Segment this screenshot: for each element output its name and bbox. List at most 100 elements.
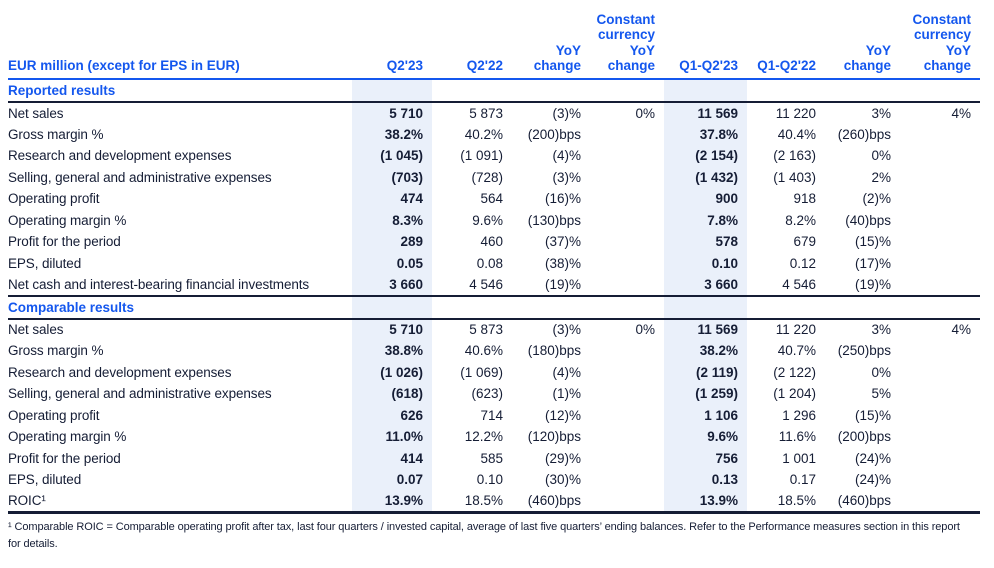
value-cell bbox=[590, 145, 664, 167]
financial-results-page: EUR million (except for EPS in EUR) Q2'2… bbox=[8, 10, 980, 550]
value-cell: (15)% bbox=[854, 407, 891, 423]
section-spacer-cell bbox=[747, 79, 825, 103]
value-cell: (180)bps bbox=[527, 343, 581, 359]
value-cell bbox=[900, 274, 980, 296]
value-cell: 1 001 bbox=[782, 450, 816, 466]
value-cell: 9.6% bbox=[664, 426, 747, 448]
section-spacer-cell bbox=[432, 79, 512, 103]
value-cell: (250)bps bbox=[837, 343, 891, 359]
value-cell: (728) bbox=[471, 169, 503, 185]
value-cell: 0% bbox=[871, 364, 891, 380]
row-label: Gross margin % bbox=[8, 343, 104, 359]
column-header-cc-yoy-change: Constant currency YoY change bbox=[590, 10, 664, 80]
value-cell: 4 546 bbox=[782, 276, 816, 292]
value-cell: 564 bbox=[480, 191, 503, 207]
value-cell: 0.05 bbox=[352, 252, 432, 274]
value-cell: 626 bbox=[352, 404, 432, 426]
table-body: Reported results Net sales 5 710 5 873 (3)% 0… bbox=[8, 79, 980, 512]
value-cell: 40.4% bbox=[777, 126, 816, 142]
value-cell: 13.9% bbox=[352, 490, 432, 512]
column-header-q2-22: Q2'22 bbox=[432, 10, 512, 80]
value-cell bbox=[900, 340, 980, 362]
table-row: EPS, diluted 0.07 0.10 (30)% 0.13 0.17 (24)% bbox=[8, 469, 980, 491]
value-cell bbox=[900, 362, 980, 384]
value-cell: (1 432) bbox=[664, 166, 747, 188]
value-cell: (1 091) bbox=[460, 148, 503, 164]
value-cell bbox=[900, 124, 980, 146]
value-cell: (4)% bbox=[552, 364, 581, 380]
row-label: Operating margin % bbox=[8, 212, 127, 228]
column-header-yoy-change: YoY change bbox=[512, 10, 590, 80]
value-cell: (37)% bbox=[544, 234, 581, 250]
value-cell bbox=[590, 253, 664, 275]
table-row: Operating profit 626 714 (12)% 1 106 1 296 (15… bbox=[8, 404, 980, 427]
value-cell: 756 bbox=[664, 447, 747, 469]
value-cell: (460)bps bbox=[527, 493, 581, 508]
value-cell: 0% bbox=[635, 105, 655, 121]
row-label: Profit for the period bbox=[8, 450, 121, 466]
value-cell bbox=[900, 426, 980, 448]
value-cell: 0.12 bbox=[789, 255, 816, 271]
value-cell: (17)% bbox=[854, 255, 891, 271]
value-cell bbox=[900, 210, 980, 232]
value-cell: (2)% bbox=[862, 191, 891, 207]
value-cell: 5% bbox=[871, 386, 891, 402]
table-row: Profit for the period 289 460 (37)% 578 679 (1… bbox=[8, 231, 980, 253]
value-cell: (260)bps bbox=[837, 126, 891, 142]
value-cell: 5 710 bbox=[352, 318, 432, 340]
section-spacer-cell bbox=[664, 294, 747, 320]
row-label: EPS, diluted bbox=[8, 255, 82, 271]
table-header: EUR million (except for EPS in EUR) Q2'2… bbox=[8, 10, 980, 80]
value-cell: (3)% bbox=[552, 322, 581, 338]
table-row: Gross margin % 38.8% 40.6% (180)bps 38.2% 40.… bbox=[8, 340, 980, 362]
value-cell: (15)% bbox=[854, 234, 891, 250]
row-label: Profit for the period bbox=[8, 234, 121, 250]
value-cell: 5 873 bbox=[469, 105, 503, 121]
value-cell: (30)% bbox=[544, 472, 581, 488]
value-cell bbox=[590, 383, 664, 405]
value-cell bbox=[590, 362, 664, 384]
value-cell bbox=[590, 405, 664, 427]
value-cell: 1 106 bbox=[664, 404, 747, 426]
section-spacer-cell bbox=[900, 79, 980, 103]
value-cell: 38.2% bbox=[664, 340, 747, 362]
row-label: Net sales bbox=[8, 105, 64, 121]
value-cell bbox=[590, 167, 664, 189]
value-cell: 3 660 bbox=[352, 274, 432, 296]
value-cell: 7.8% bbox=[664, 209, 747, 231]
value-cell: 40.2% bbox=[464, 126, 503, 142]
section-spacer-cell bbox=[512, 79, 590, 103]
value-cell: 11.6% bbox=[778, 429, 816, 445]
value-cell: 0.08 bbox=[476, 255, 503, 271]
value-cell: 474 bbox=[352, 188, 432, 210]
value-cell: (120)bps bbox=[527, 429, 581, 445]
value-cell: (703) bbox=[352, 166, 432, 188]
value-cell: 40.6% bbox=[464, 343, 503, 359]
value-cell bbox=[590, 231, 664, 253]
column-header-cc-yoy-change-2: Constant currency YoY change bbox=[900, 10, 980, 80]
value-cell: 3% bbox=[871, 322, 891, 338]
section-spacer-cell bbox=[352, 294, 432, 320]
value-cell: 0.10 bbox=[476, 472, 503, 488]
value-cell: 0% bbox=[635, 322, 655, 338]
table-row: Selling, general and administrative expe… bbox=[8, 383, 980, 405]
table-row: Net sales 5 710 5 873 (3)% 0% 11 569 11 220 3% 4… bbox=[8, 318, 980, 340]
table-row: Profit for the period 414 585 (29)% 756 1 001… bbox=[8, 447, 980, 469]
value-cell: 38.8% bbox=[352, 340, 432, 362]
row-label: Selling, general and administrative expe… bbox=[8, 169, 272, 185]
value-cell: 9.6% bbox=[472, 212, 503, 228]
value-cell: (24)% bbox=[854, 450, 891, 466]
value-cell: 2% bbox=[871, 169, 891, 185]
value-cell: (3)% bbox=[552, 105, 581, 121]
table-row: Operating profit 474 564 (16)% 900 918 (2)% bbox=[8, 188, 980, 210]
table-row: Net cash and interest-bearing financial … bbox=[8, 274, 980, 296]
value-cell: 13.9% bbox=[664, 490, 747, 512]
section-spacer-cell bbox=[825, 294, 900, 320]
table-row: Operating margin % 8.3% 9.6% (130)bps 7.8% 8.… bbox=[8, 209, 980, 232]
section-spacer-cell bbox=[747, 294, 825, 320]
value-cell: 38.2% bbox=[352, 123, 432, 145]
row-label: Operating profit bbox=[8, 407, 100, 423]
footnote: ¹ Comparable ROIC = Comparable operating… bbox=[8, 520, 960, 550]
section-spacer-cell bbox=[352, 79, 432, 103]
column-header-q1-q2-22: Q1-Q2'22 bbox=[747, 10, 825, 80]
